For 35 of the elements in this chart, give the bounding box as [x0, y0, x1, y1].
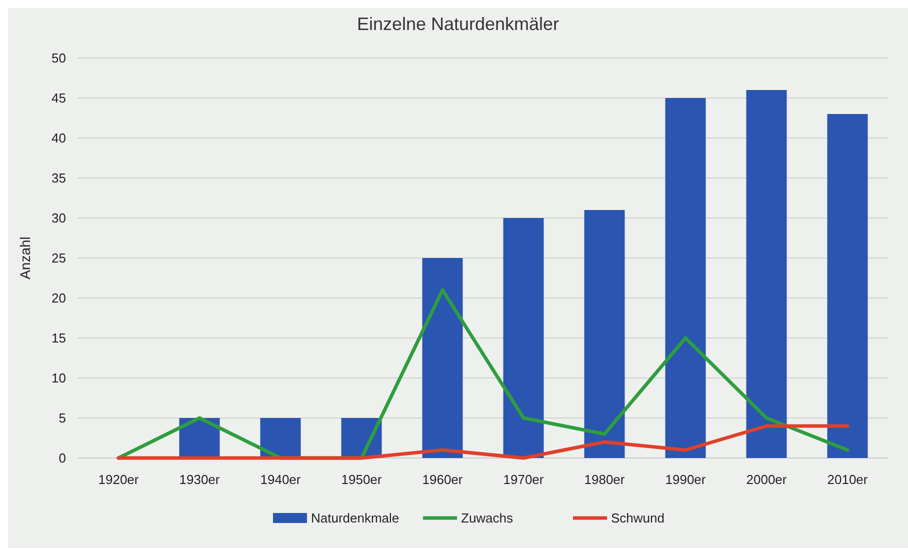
- y-tick-label: 40: [52, 130, 66, 146]
- x-tick-label: 1980er: [584, 472, 626, 487]
- y-tick-label: 5: [58, 410, 66, 426]
- bar: [746, 90, 787, 458]
- bar: [665, 98, 706, 458]
- y-tick-label: 10: [52, 370, 66, 386]
- legend-label: Schwund: [611, 510, 664, 526]
- x-tick-label: 1950er: [341, 472, 382, 487]
- line-series: [116, 288, 850, 460]
- y-tick-label: 25: [52, 250, 66, 266]
- y-tick-label: 45: [52, 90, 66, 106]
- y-tick-label: 35: [52, 170, 66, 186]
- y-tick-label: 0: [58, 450, 66, 466]
- x-tick-label: 1960er: [422, 472, 464, 487]
- x-tick-label: 1930er: [179, 472, 220, 487]
- line-series: [116, 424, 850, 460]
- bar: [422, 258, 463, 458]
- x-tick-label: 1990er: [665, 472, 706, 487]
- bar: [584, 210, 625, 458]
- y-tick-label: 50: [52, 50, 66, 66]
- y-tick-label: 20: [52, 290, 66, 306]
- x-tick-label: 1940er: [260, 472, 302, 487]
- chart-title: Einzelne Naturdenkmäler: [356, 14, 560, 34]
- y-tick-label: 30: [52, 210, 66, 226]
- bar: [503, 218, 544, 458]
- y-tick-label: 15: [52, 330, 66, 346]
- x-tick-label: 2010er: [827, 472, 868, 487]
- legend-label: Naturdenkmale: [311, 510, 400, 526]
- x-tick-label: 2000er: [746, 472, 788, 487]
- y-axis-title: Anzahl: [17, 236, 33, 280]
- bar: [260, 418, 301, 458]
- x-tick-label: 1970er: [503, 472, 544, 487]
- bar: [827, 114, 868, 458]
- x-tick-label: 1920er: [98, 472, 140, 487]
- legend-label: Zuwachs: [461, 510, 514, 526]
